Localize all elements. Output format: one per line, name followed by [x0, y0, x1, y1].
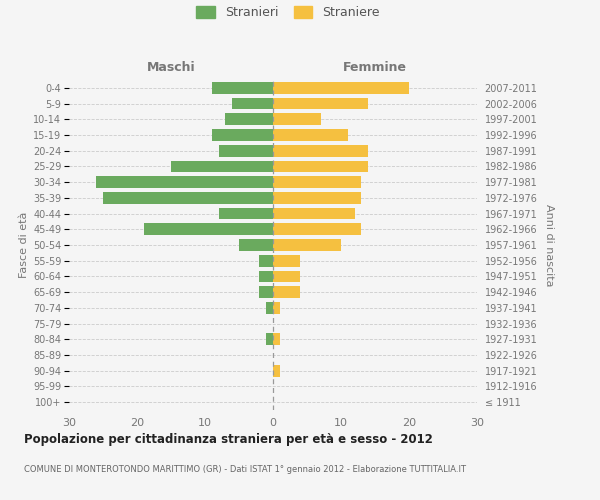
Bar: [259, 255, 273, 266]
Bar: [239, 239, 273, 251]
Bar: [96, 176, 273, 188]
Bar: [144, 224, 273, 235]
Bar: [273, 255, 300, 266]
Text: COMUNE DI MONTEROTONDO MARITTIMO (GR) - Dati ISTAT 1° gennaio 2012 - Elaborazion: COMUNE DI MONTEROTONDO MARITTIMO (GR) - …: [24, 465, 466, 474]
Bar: [273, 302, 280, 314]
Bar: [171, 160, 273, 172]
Bar: [218, 208, 273, 220]
Bar: [103, 192, 273, 204]
Bar: [273, 160, 368, 172]
Bar: [273, 286, 300, 298]
Bar: [273, 365, 280, 376]
Bar: [273, 192, 361, 204]
Y-axis label: Fasce di età: Fasce di età: [19, 212, 29, 278]
Text: Popolazione per cittadinanza straniera per età e sesso - 2012: Popolazione per cittadinanza straniera p…: [24, 432, 433, 446]
Bar: [259, 270, 273, 282]
Y-axis label: Anni di nascita: Anni di nascita: [544, 204, 554, 286]
Bar: [273, 270, 300, 282]
Bar: [273, 129, 348, 141]
Bar: [273, 239, 341, 251]
Bar: [212, 129, 273, 141]
Text: Maschi: Maschi: [146, 61, 196, 74]
Bar: [232, 98, 273, 110]
Bar: [212, 82, 273, 94]
Bar: [259, 286, 273, 298]
Text: Femmine: Femmine: [343, 61, 407, 74]
Legend: Stranieri, Straniere: Stranieri, Straniere: [196, 6, 380, 20]
Bar: [273, 98, 368, 110]
Bar: [266, 302, 273, 314]
Bar: [273, 145, 368, 156]
Bar: [273, 224, 361, 235]
Bar: [273, 208, 355, 220]
Bar: [273, 82, 409, 94]
Bar: [218, 145, 273, 156]
Bar: [226, 114, 273, 125]
Bar: [273, 334, 280, 345]
Bar: [266, 334, 273, 345]
Bar: [273, 114, 320, 125]
Bar: [273, 176, 361, 188]
